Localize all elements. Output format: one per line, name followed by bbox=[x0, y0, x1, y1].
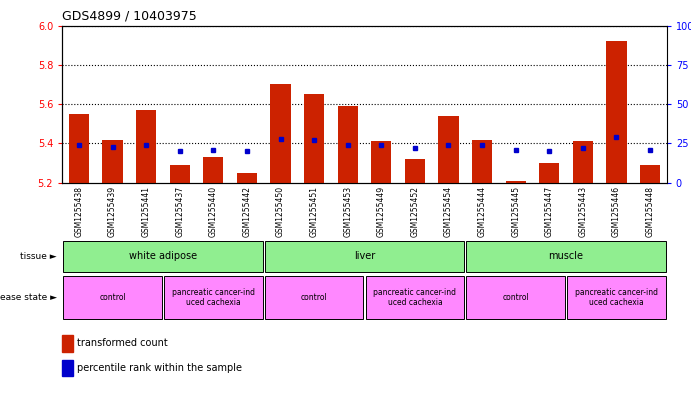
Bar bbox=[472, 140, 492, 183]
Bar bbox=[102, 140, 123, 183]
Bar bbox=[62, 335, 73, 352]
Bar bbox=[136, 110, 156, 183]
Text: pancreatic cancer-ind
uced cachexia: pancreatic cancer-ind uced cachexia bbox=[172, 288, 255, 307]
Bar bbox=[567, 276, 666, 319]
Bar bbox=[62, 360, 73, 376]
Text: control: control bbox=[502, 293, 529, 302]
Bar bbox=[506, 181, 526, 183]
Bar bbox=[63, 241, 263, 272]
Bar bbox=[338, 106, 358, 183]
Text: pancreatic cancer-ind
uced cachexia: pancreatic cancer-ind uced cachexia bbox=[575, 288, 658, 307]
Text: GSM1255454: GSM1255454 bbox=[444, 185, 453, 237]
Text: GSM1255445: GSM1255445 bbox=[511, 185, 520, 237]
Bar bbox=[366, 276, 464, 319]
Text: tissue ►: tissue ► bbox=[20, 252, 57, 261]
Text: white adipose: white adipose bbox=[129, 252, 197, 261]
Bar bbox=[270, 84, 291, 183]
Bar bbox=[438, 116, 459, 183]
Text: GSM1255443: GSM1255443 bbox=[578, 185, 587, 237]
Text: transformed count: transformed count bbox=[77, 338, 168, 349]
Text: liver: liver bbox=[354, 252, 375, 261]
Bar bbox=[69, 114, 89, 183]
Bar bbox=[304, 94, 324, 183]
Text: GSM1255439: GSM1255439 bbox=[108, 185, 117, 237]
Text: muscle: muscle bbox=[549, 252, 583, 261]
Text: GSM1255437: GSM1255437 bbox=[176, 185, 184, 237]
Bar bbox=[63, 276, 162, 319]
Text: disease state ►: disease state ► bbox=[0, 293, 57, 302]
Text: GSM1255441: GSM1255441 bbox=[142, 185, 151, 237]
Text: GSM1255444: GSM1255444 bbox=[477, 185, 486, 237]
Text: GSM1255453: GSM1255453 bbox=[343, 185, 352, 237]
Text: GDS4899 / 10403975: GDS4899 / 10403975 bbox=[62, 10, 197, 23]
Text: GSM1255450: GSM1255450 bbox=[276, 185, 285, 237]
Text: GSM1255446: GSM1255446 bbox=[612, 185, 621, 237]
Text: GSM1255447: GSM1255447 bbox=[545, 185, 553, 237]
Text: GSM1255452: GSM1255452 bbox=[410, 185, 419, 237]
Bar bbox=[466, 276, 565, 319]
Bar bbox=[640, 165, 660, 183]
Bar bbox=[203, 157, 223, 183]
Text: GSM1255448: GSM1255448 bbox=[645, 185, 654, 237]
Text: GSM1255440: GSM1255440 bbox=[209, 185, 218, 237]
Bar bbox=[466, 241, 666, 272]
Bar bbox=[606, 41, 627, 183]
Text: GSM1255449: GSM1255449 bbox=[377, 185, 386, 237]
Bar bbox=[405, 159, 425, 183]
Text: control: control bbox=[301, 293, 328, 302]
Bar bbox=[265, 276, 363, 319]
Bar bbox=[539, 163, 559, 183]
Text: GSM1255442: GSM1255442 bbox=[243, 185, 252, 237]
Bar bbox=[164, 276, 263, 319]
Text: GSM1255451: GSM1255451 bbox=[310, 185, 319, 237]
Text: control: control bbox=[100, 293, 126, 302]
Bar bbox=[170, 165, 190, 183]
Text: GSM1255438: GSM1255438 bbox=[75, 185, 84, 237]
Text: percentile rank within the sample: percentile rank within the sample bbox=[77, 363, 243, 373]
Bar bbox=[265, 241, 464, 272]
Bar bbox=[237, 173, 257, 183]
Text: pancreatic cancer-ind
uced cachexia: pancreatic cancer-ind uced cachexia bbox=[373, 288, 456, 307]
Bar bbox=[371, 141, 391, 183]
Bar bbox=[573, 141, 593, 183]
